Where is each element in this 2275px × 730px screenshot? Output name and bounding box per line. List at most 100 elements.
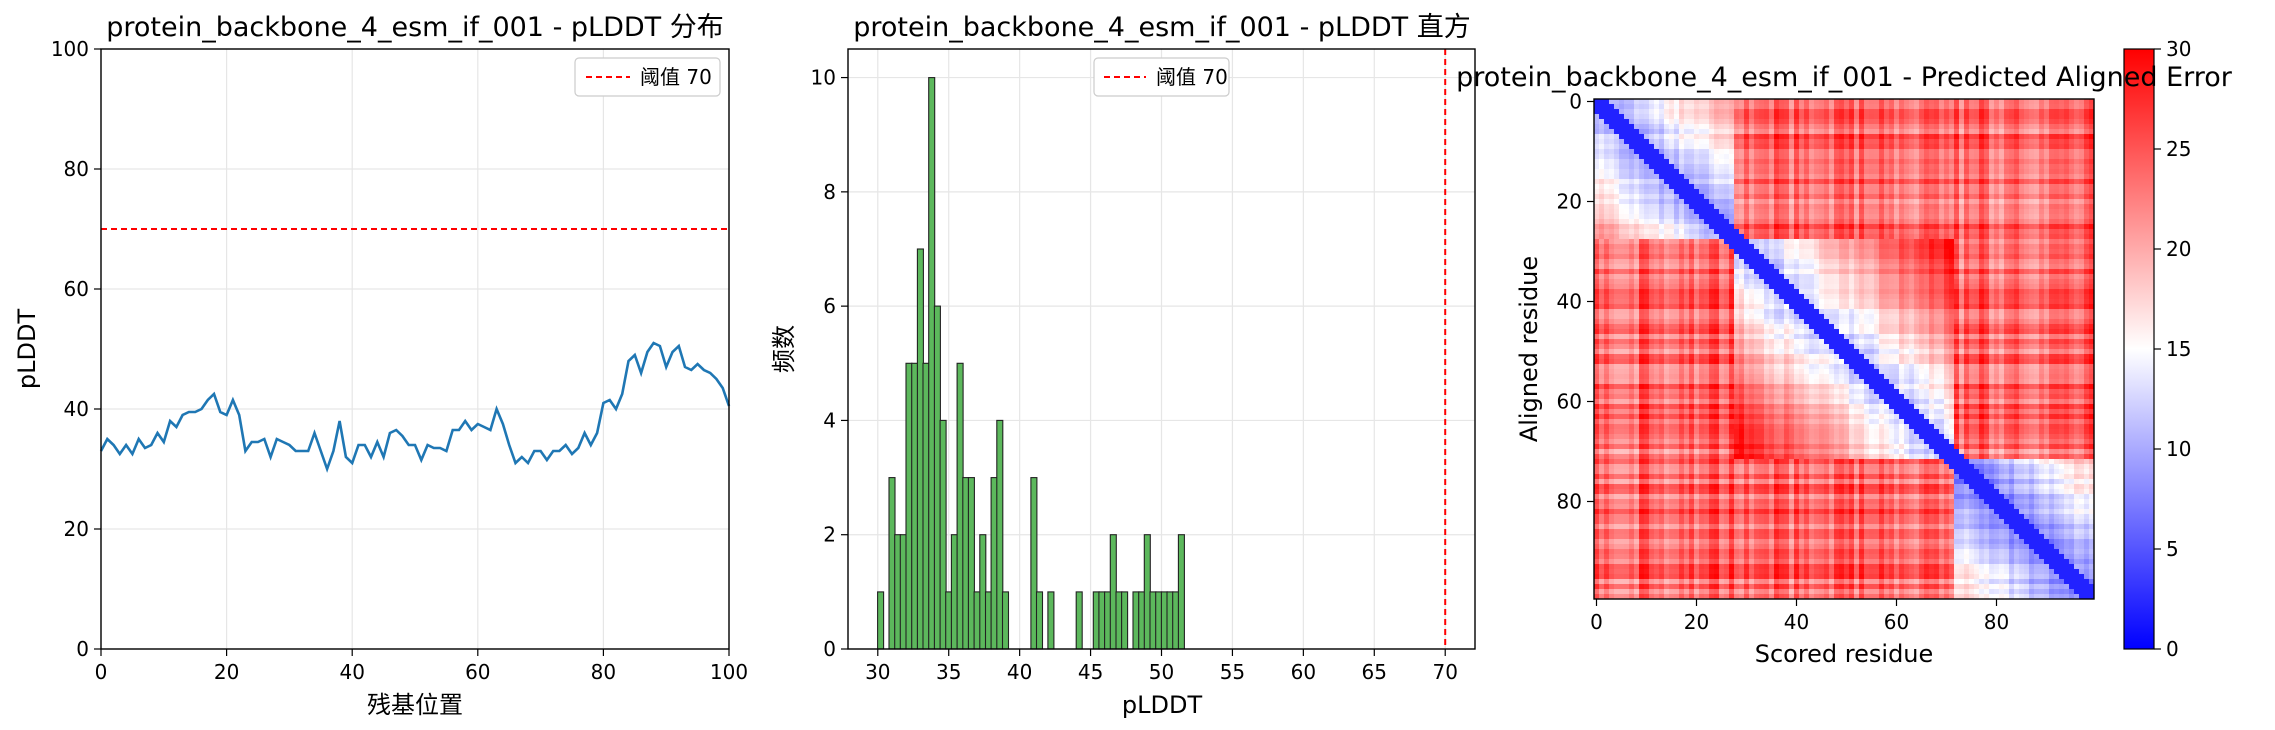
p3-heatmap-cell [1899, 269, 1905, 275]
p3-heatmap-cell [1779, 289, 1785, 295]
p3-heatmap-cell [1609, 319, 1615, 325]
p3-heatmap-cell [1814, 239, 1820, 245]
p3-heatmap-cell [2029, 214, 2035, 220]
p3-heatmap-cell [2039, 124, 2045, 130]
p3-heatmap-cell [2034, 274, 2040, 280]
p3-heatmap-cell [1854, 254, 1860, 260]
p3-heatmap-cell [1689, 154, 1695, 160]
p3-heatmap-cell [2009, 134, 2015, 140]
p3-heatmap-cell [1924, 129, 1930, 135]
p3-heatmap-cell [1744, 309, 1750, 315]
p3-heatmap-cell [1619, 174, 1625, 180]
p3-heatmap-cell [1654, 259, 1660, 265]
p3-heatmap-cell [2014, 144, 2020, 150]
p3-heatmap-cell [1909, 124, 1915, 130]
p3-heatmap-cell [2064, 214, 2070, 220]
p3-heatmap-cell [1824, 299, 1830, 305]
p3-heatmap-cell [2054, 99, 2060, 105]
p3-heatmap-cell [1784, 204, 1790, 210]
p3-heatmap-cell [1819, 324, 1825, 330]
p3-heatmap-cell [1804, 304, 1810, 310]
p3-heatmap-cell [2079, 204, 2085, 210]
p3-heatmap-cell [1619, 184, 1625, 190]
p3-heatmap-cell [1994, 159, 2000, 165]
p3-heatmap-cell [1649, 324, 1655, 330]
p3-heatmap-cell [1824, 274, 1830, 280]
p3-heatmap-cell [1679, 329, 1685, 335]
p3-heatmap-cell [1629, 149, 1635, 155]
p3-heatmap-cell [1689, 109, 1695, 115]
p3-heatmap-cell [1829, 294, 1835, 300]
p3-heatmap-cell [2019, 294, 2025, 300]
p3-heatmap-cell [1884, 269, 1890, 275]
p3-heatmap-cell [1929, 309, 1935, 315]
p3-heatmap-cell [1629, 184, 1635, 190]
p3-heatmap-cell [1974, 329, 1980, 335]
p3-heatmap-cell [1759, 249, 1765, 255]
p3-heatmap-cell [1879, 289, 1885, 295]
p3-heatmap-cell [1969, 284, 1975, 290]
p3-heatmap-cell [1839, 214, 1845, 220]
p3-heatmap-cell [1894, 189, 1900, 195]
p3-heatmap-cell [1834, 99, 1840, 105]
p3-heatmap-cell [2079, 189, 2085, 195]
p3-heatmap-cell [2089, 289, 2095, 295]
p3-heatmap-cell [1669, 109, 1675, 115]
p3-heatmap-cell [1699, 319, 1705, 325]
p3-heatmap-cell [1984, 199, 1990, 205]
p3-heatmap-cell [1869, 139, 1875, 145]
p3-heatmap-cell [1759, 194, 1765, 200]
p3-heatmap-cell [1924, 244, 1930, 250]
p3-heatmap-cell [2069, 274, 2075, 280]
p3-heatmap-cell [1764, 124, 1770, 130]
p3-heatmap-cell [1859, 99, 1865, 105]
p3-heatmap-cell [1699, 254, 1705, 260]
p3-heatmap-cell [1704, 254, 1710, 260]
p3-heatmap-cell [2034, 334, 2040, 340]
p3-heatmap-cell [1644, 289, 1650, 295]
p3-heatmap-cell [1629, 229, 1635, 235]
p3-heatmap-cell [1659, 104, 1665, 110]
p3-heatmap-cell [1639, 164, 1645, 170]
p3-heatmap-cell [1819, 259, 1825, 265]
p3-heatmap-cell [1679, 259, 1685, 265]
p3-heatmap-cell [2064, 194, 2070, 200]
p3-heatmap-cell [1824, 249, 1830, 255]
p3-heatmap-cell [1719, 114, 1725, 120]
p3-heatmap-cell [1664, 284, 1670, 290]
p3-heatmap-cell [1999, 219, 2005, 225]
p3-heatmap-cell [2084, 314, 2090, 320]
p3-heatmap-cell [1759, 134, 1765, 140]
p3-heatmap-cell [2069, 264, 2075, 270]
p3-heatmap-cell [1929, 229, 1935, 235]
p3-heatmap-cell [1844, 334, 1850, 340]
p3-heatmap-cell [1909, 194, 1915, 200]
p3-heatmap-cell [1594, 99, 1600, 105]
p3-heatmap-cell [1879, 274, 1885, 280]
p3-heatmap-cell [1869, 314, 1875, 320]
p3-heatmap-cell [2069, 154, 2075, 160]
p3-heatmap-cell [1989, 224, 1995, 230]
p3-heatmap-cell [1879, 214, 1885, 220]
p3-heatmap-cell [1794, 324, 1800, 330]
p3-heatmap-cell [1719, 304, 1725, 310]
p3-heatmap-cell [1994, 164, 2000, 170]
p3-heatmap-cell [1694, 159, 1700, 165]
p3-heatmap-cell [1614, 199, 1620, 205]
p3-heatmap-cell [1654, 179, 1660, 185]
p3-heatmap-cell [1939, 154, 1945, 160]
p3-heatmap-cell [1819, 244, 1825, 250]
p3-heatmap-cell [1594, 124, 1600, 130]
p3-heatmap-cell [1979, 244, 1985, 250]
p3-heatmap-cell [1799, 339, 1805, 345]
p3-heatmap-cell [2089, 179, 2095, 185]
p3-heatmap-cell [1594, 224, 1600, 230]
p3-heatmap-cell [1889, 319, 1895, 325]
p3-heatmap-cell [2039, 299, 2045, 305]
p3-heatmap-cell [1634, 299, 1640, 305]
p3-heatmap-cell [1874, 129, 1880, 135]
p3-heatmap-cell [1699, 154, 1705, 160]
p3-heatmap-cell [1934, 174, 1940, 180]
p3-heatmap-cell [1624, 339, 1630, 345]
p3-heatmap-cell [2014, 299, 2020, 305]
